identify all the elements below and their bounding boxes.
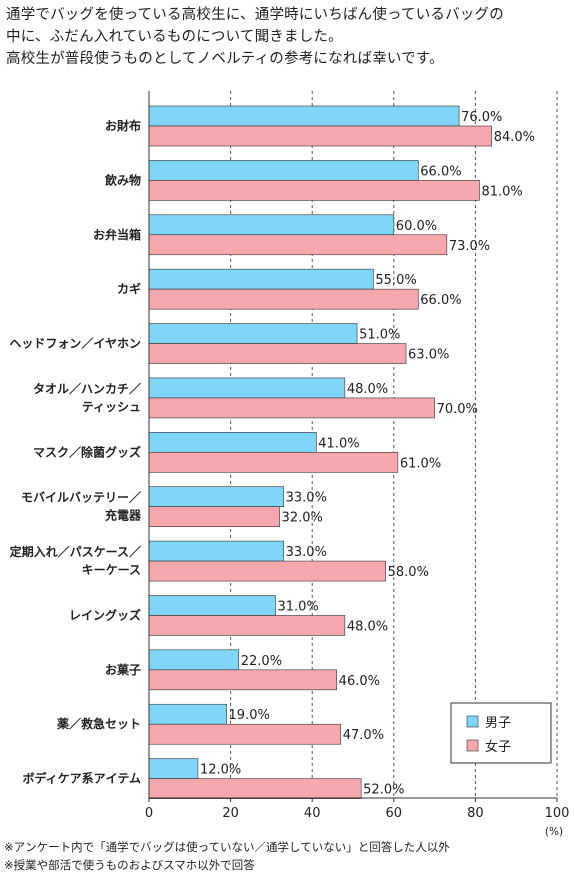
category-label: ティッシュ <box>82 400 141 414</box>
data-label: 47.0% <box>343 728 384 743</box>
category-label: モバイルバッテリー／ <box>21 490 141 505</box>
bar-female <box>148 560 386 582</box>
bar-male <box>148 160 419 181</box>
data-label: 41.0% <box>318 436 359 451</box>
footnote-1: ※アンケート内で「通学でバッグは使っていない／通学していない」と回答した人以外 <box>4 840 450 854</box>
intro-text: 通学でバッグを使っている高校生に、通学時にいちばん使っているバッグの 中に、ふだ… <box>6 4 570 70</box>
category-label: 充電器 <box>105 508 142 523</box>
bar-female <box>148 288 419 310</box>
bar-male <box>148 323 358 344</box>
bar-female <box>148 778 362 799</box>
legend-label: 男子 <box>485 716 511 731</box>
data-label: 61.0% <box>400 456 441 471</box>
category-label: ボディケア系アイテム <box>22 771 141 786</box>
bar-male <box>148 703 227 725</box>
bar-male <box>148 649 240 671</box>
bar-female <box>148 397 435 419</box>
data-label: 31.0% <box>277 599 318 614</box>
legend-label: 女子 <box>485 739 511 755</box>
bar-female <box>148 125 493 147</box>
category-label: キーケース <box>82 563 141 577</box>
x-tick-label: 80 <box>467 806 484 821</box>
bar-male <box>148 377 346 399</box>
data-label: 19.0% <box>229 708 270 723</box>
bar-female <box>148 506 280 527</box>
data-label: 81.0% <box>481 184 522 199</box>
category-label: レイングッズ <box>69 607 141 622</box>
data-label: 84.0% <box>494 130 535 145</box>
data-label: 22.0% <box>241 654 282 669</box>
bar-male <box>148 432 317 453</box>
bar-male <box>148 105 460 127</box>
data-label: 52.0% <box>363 783 404 798</box>
legend-box <box>450 702 552 764</box>
legend-swatch <box>466 715 479 728</box>
bar-female <box>148 180 480 201</box>
data-label: 70.0% <box>437 402 478 417</box>
x-tick-label: 0 <box>145 806 153 821</box>
bar-female <box>148 723 342 745</box>
data-label: 33.0% <box>286 491 327 506</box>
data-label: 66.0% <box>420 164 461 179</box>
category-label: 飲み物 <box>104 172 141 187</box>
footnotes: ※アンケート内で「通学でバッグは使っていない／通学していない」と回答した人以外 … <box>4 838 450 874</box>
bar-female <box>148 234 448 256</box>
x-tick-label: 60 <box>386 806 403 821</box>
category-label: 定期入れ／パスケース／ <box>10 544 141 559</box>
category-label: お菓子 <box>105 662 141 677</box>
category-label: タオル／ハンカチ／ <box>33 381 141 396</box>
category-label: カギ <box>117 281 141 296</box>
category-label: お弁当箱 <box>93 227 141 242</box>
data-label: 73.0% <box>449 239 490 254</box>
category-label: マスク／除菌グッズ <box>33 444 141 459</box>
data-label: 33.0% <box>286 545 327 560</box>
bar-male <box>148 540 284 562</box>
bar-male <box>148 214 395 236</box>
legend-swatch <box>466 739 479 752</box>
bar-female <box>148 452 399 473</box>
bar-female <box>148 669 337 691</box>
data-label: 63.0% <box>408 348 449 363</box>
data-label: 76.0% <box>461 110 502 125</box>
bar-female <box>148 343 407 364</box>
intro-line-3: 高校生が普段使うものとしてノベルティの参考になれば幸いです。 <box>6 51 444 67</box>
footnote-2: ※授業や部活で使うものおよびスマホ以外で回答 <box>4 858 255 872</box>
data-label: 32.0% <box>282 511 323 526</box>
intro-line-2: 中に、ふだん入れているものについて聞きました。 <box>6 29 343 45</box>
data-label: 55.0% <box>375 273 416 288</box>
data-label: 58.0% <box>388 565 429 580</box>
category-label: 薬／救急セット <box>57 716 141 731</box>
data-label: 60.0% <box>396 219 437 234</box>
bar-male <box>148 486 284 507</box>
data-label: 46.0% <box>339 674 380 689</box>
x-tick-label: 40 <box>304 806 321 821</box>
intro-line-1: 通学でバッグを使っている高校生に、通学時にいちばん使っているバッグの <box>6 7 504 23</box>
category-label: お財布 <box>105 118 141 133</box>
data-label: 51.0% <box>359 328 400 343</box>
data-label: 66.0% <box>420 293 461 308</box>
category-label: ヘッドフォン／イヤホン <box>9 336 141 351</box>
data-label: 12.0% <box>200 763 241 778</box>
bar-female <box>148 615 346 636</box>
data-label: 48.0% <box>347 619 388 634</box>
bar-male <box>148 268 374 290</box>
x-tick-label: 100 <box>545 806 570 821</box>
bar-male <box>148 758 199 779</box>
data-label: 48.0% <box>347 382 388 397</box>
bar-male <box>148 595 276 616</box>
x-tick-label: 20 <box>222 806 239 821</box>
x-unit-label: (%) <box>545 826 563 838</box>
